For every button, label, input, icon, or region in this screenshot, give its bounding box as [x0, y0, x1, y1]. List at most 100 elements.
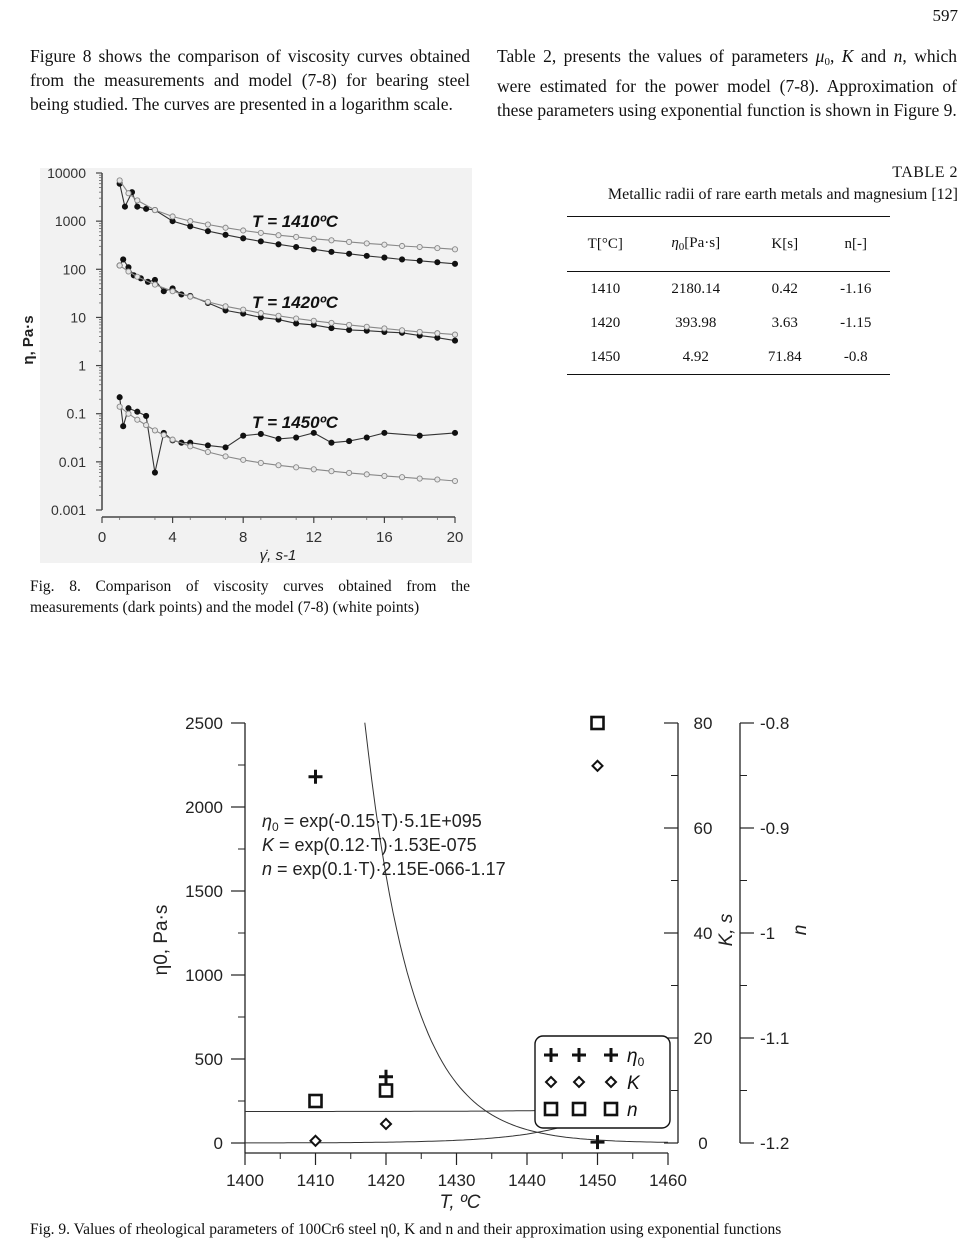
plot-background — [40, 168, 472, 563]
data-point-1450-white — [346, 469, 353, 476]
data-point-1410-dark — [346, 250, 353, 257]
data-point-1450-white — [363, 471, 370, 478]
data-point-1450-white — [398, 474, 406, 481]
data-point-1410-dark — [187, 223, 194, 230]
data-point-1410-white — [151, 206, 158, 214]
k-tick-label: 40 — [694, 924, 713, 943]
marker-plus — [379, 1069, 393, 1084]
table-cell: 0.42 — [771, 280, 798, 297]
data-point-1410-dark — [204, 228, 211, 235]
data-point-1450-dark — [275, 435, 282, 442]
data-point-1420-dark — [120, 256, 127, 263]
table-cell: 1420 — [590, 314, 621, 331]
table-cell: -1.16 — [840, 280, 872, 297]
fig9-caption: Fig. 9. Values of rheological parameters… — [30, 1221, 782, 1238]
data-point-1450-white — [240, 456, 247, 463]
data-point-1420-dark — [293, 320, 300, 327]
marker-square — [543, 1101, 559, 1117]
data-point-1410-white — [451, 246, 459, 253]
fig8-caption: Fig. 8. Comparison of viscosity curves o… — [30, 578, 470, 616]
equation-rhs: = exp(-0.15·T)·5.1E+095 — [279, 811, 482, 831]
data-point-1420-dark — [160, 288, 167, 295]
table-label: TABLE 2 — [892, 164, 958, 181]
data-point-1450-dark — [310, 429, 317, 436]
eta0-fit-curve — [364, 722, 668, 1143]
marker-plus — [604, 1048, 618, 1062]
data-point-1420-white — [204, 298, 211, 305]
x-tick-label: 12 — [305, 529, 322, 546]
data-point-1450-white — [151, 427, 158, 434]
header-eta0: η0[Pa·s] — [643, 216, 748, 272]
data-point-1420-white — [381, 325, 388, 332]
x-axis-label: T, ºC — [439, 1192, 480, 1213]
temperature-annotation: T = 1450ºC — [252, 413, 339, 432]
legend-label-main: K — [627, 1073, 641, 1094]
legend-label-subscript: 0 — [638, 1055, 645, 1069]
marker-square — [590, 715, 605, 731]
x-tick-label: 16 — [376, 529, 393, 546]
n-tick-label: -0.8 — [760, 714, 789, 733]
x-tick-label: 1430 — [438, 1171, 476, 1190]
k-tick-label: 20 — [694, 1029, 713, 1048]
rheological-parameters-chart: 0 500 1000 1500 2000 2500 0 20 40 60 80 -1.2 -1.1 -1 -… — [151, 714, 811, 1213]
data-point-1410-dark — [398, 256, 406, 263]
data-point-1410-white — [310, 235, 317, 242]
header-k: K[s] — [747, 216, 822, 272]
data-point-1450-dark — [416, 432, 423, 439]
table-cell: 71.84 — [747, 340, 822, 375]
y-tick-label: 1000 — [55, 213, 86, 229]
n-tick-label: -1 — [760, 924, 775, 943]
left-tick-label: 500 — [195, 1050, 223, 1069]
data-point-1420-dark — [328, 325, 335, 332]
y-axis-label: η, Pa·s — [20, 315, 37, 364]
n-tick-label: -1.1 — [760, 1029, 789, 1048]
data-point-1410-white — [398, 242, 406, 250]
data-point-1420-white — [293, 315, 300, 322]
data-point-1450-white — [275, 462, 282, 469]
data-point-1450-white — [160, 432, 167, 439]
data-point-1450-dark — [125, 405, 132, 412]
table-cell: 1410 — [590, 280, 621, 297]
data-point-1450-dark — [120, 423, 127, 430]
data-point-1450-white — [310, 466, 317, 473]
table-caption: Metallic radii of rare earth metals and … — [607, 186, 958, 203]
data-point-1420-white — [434, 330, 441, 337]
marker-plus — [308, 769, 323, 784]
data-point-1450-dark — [204, 442, 211, 449]
marker-square — [308, 1093, 323, 1109]
table-cell: -1.15 — [840, 314, 872, 331]
data-point-1450-white — [125, 410, 132, 417]
data-point-1410-dark — [381, 254, 388, 261]
data-point-1450-dark — [151, 469, 158, 476]
table-cell: 2180.14 — [671, 280, 721, 297]
data-point-1410-dark — [222, 231, 229, 238]
left-tick-label: 2000 — [185, 798, 223, 817]
data-point-1410-white — [416, 243, 423, 251]
x-tick-label: 1400 — [226, 1171, 264, 1190]
data-point-1420-white — [257, 310, 264, 317]
y-tick-label: 0.01 — [59, 454, 86, 470]
data-point-1420-white — [451, 331, 459, 338]
equation-subscript: 0 — [272, 820, 279, 834]
x-tick-label: 1410 — [297, 1171, 335, 1190]
table-cell: 4.92 — [643, 340, 748, 375]
left-tick-label: 0 — [214, 1134, 223, 1153]
legend-label: K — [627, 1073, 641, 1094]
table-cell: -0.8 — [821, 340, 890, 375]
data-point-1420-white — [398, 327, 406, 334]
data-point-1450-dark — [134, 408, 141, 415]
equation-rhs: = exp(0.12·T)·1.53E-075 — [274, 835, 477, 855]
data-point-1410-white — [125, 190, 132, 197]
data-point-1410-dark — [134, 203, 141, 210]
data-point-1450-dark — [381, 429, 388, 436]
data-point-1420-white — [187, 293, 194, 300]
header-temperature: T[°C] — [567, 216, 644, 272]
data-point-1410-dark — [275, 241, 282, 248]
data-point-1410-white — [275, 232, 282, 239]
data-point-1450-white — [257, 459, 264, 466]
data-point-1410-white — [169, 213, 176, 220]
marker-plus — [572, 1048, 586, 1062]
data-point-1410-dark — [328, 248, 335, 255]
data-point-1410-white — [187, 218, 194, 225]
table-row: 1420 393.98 3.63 -1.15 — [567, 306, 890, 340]
